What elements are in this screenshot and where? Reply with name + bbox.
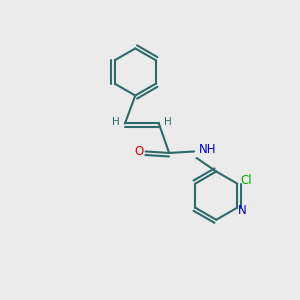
Text: Cl: Cl [240, 173, 252, 187]
Text: O: O [134, 145, 144, 158]
Text: N: N [238, 204, 247, 217]
Text: H: H [112, 117, 119, 127]
Text: NH: NH [199, 142, 216, 156]
Text: H: H [164, 117, 172, 127]
